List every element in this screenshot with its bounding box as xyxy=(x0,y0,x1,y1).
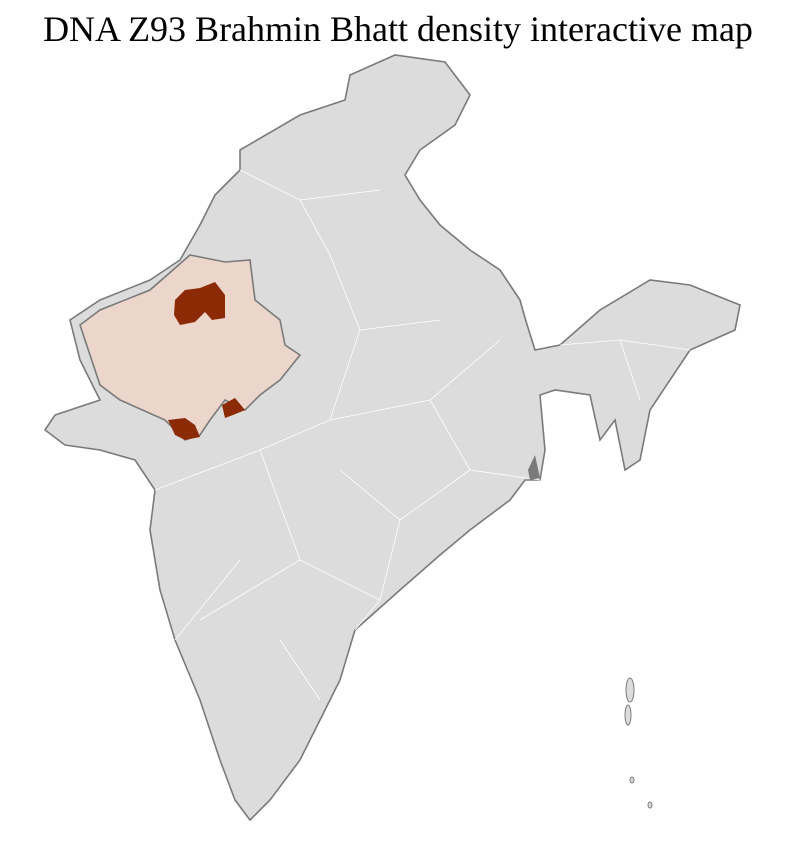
high-density-districts xyxy=(168,282,245,440)
andaman-islands xyxy=(624,677,653,809)
high-density-district-southwest[interactable] xyxy=(168,418,200,440)
district-lines xyxy=(154,169,691,701)
india-region[interactable] xyxy=(43,54,741,822)
rajasthan-region[interactable] xyxy=(79,254,302,441)
sundarbans-coast xyxy=(528,455,540,480)
map-title: DNA Z93 Brahmin Bhatt density interactiv… xyxy=(43,9,753,49)
high-density-district-north[interactable] xyxy=(174,282,225,325)
high-density-district-southeast[interactable] xyxy=(222,398,245,418)
